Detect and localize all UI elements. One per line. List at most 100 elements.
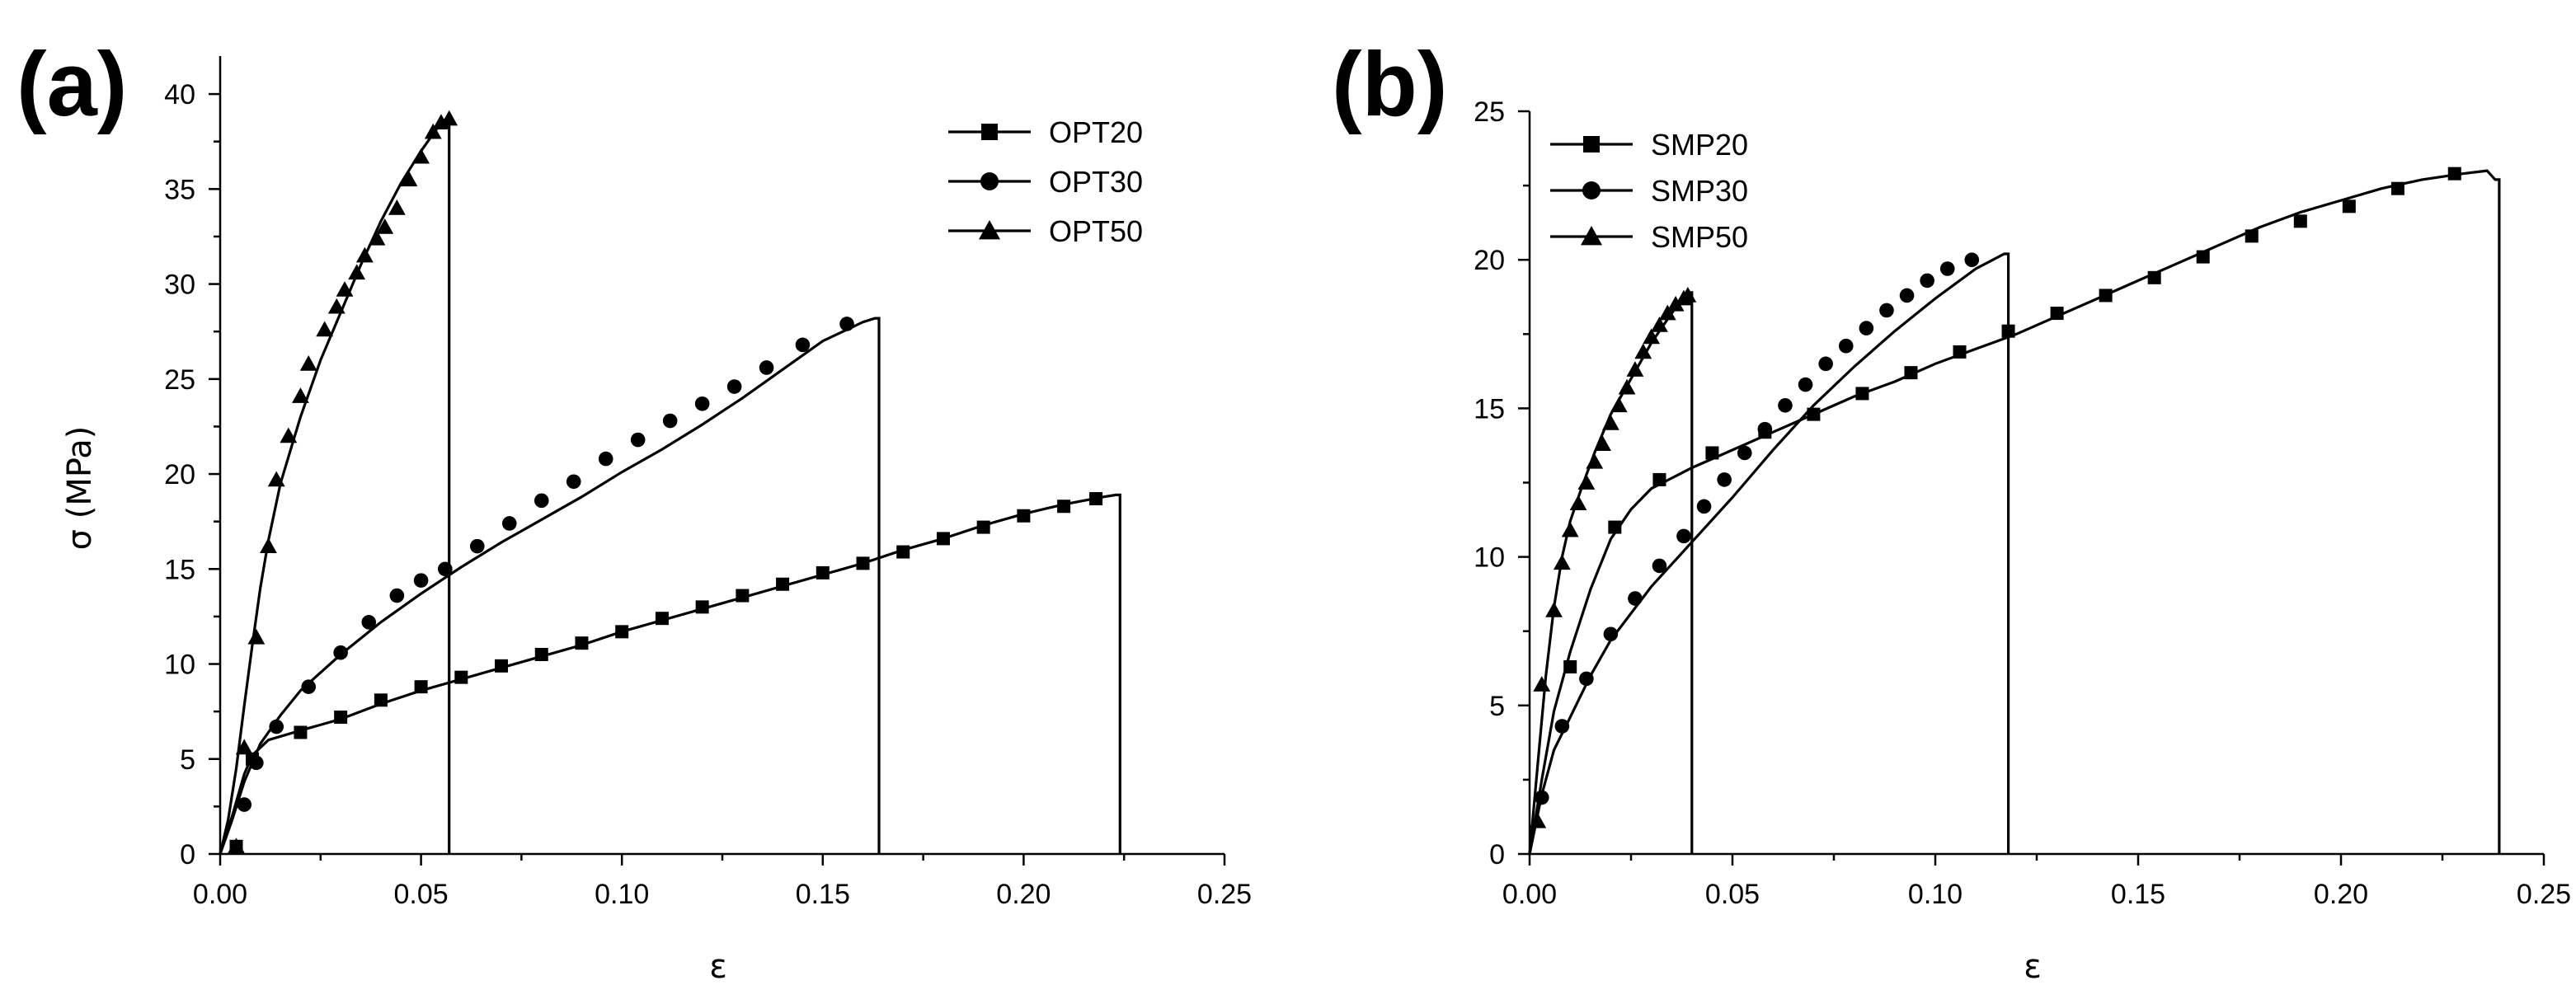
legend-label-opt20: OPT20 [1049,115,1143,149]
data-point [1610,396,1628,413]
data-point [1628,591,1643,606]
data-point [336,281,354,297]
data-point [294,725,308,739]
data-point [736,589,750,603]
data-point [2147,270,2161,284]
data-point [2342,199,2356,213]
data-point [1939,261,1955,276]
legend-label-opt30: OPT30 [1049,165,1143,199]
data-point [260,537,277,553]
data-point [2390,181,2404,195]
y-tick-label: 25 [1474,96,1505,128]
data-point [695,600,709,614]
data-point [1666,295,1685,312]
data-point [1757,421,1773,437]
legend-label-smp20: SMP20 [1651,128,1748,162]
data-point [1603,626,1619,642]
y-tick-label: 15 [164,554,195,585]
data-point [412,148,430,164]
x-tick-label: 0.10 [595,879,649,910]
data-point [1602,415,1619,430]
data-point [1533,676,1551,692]
data-point [1545,602,1563,617]
y-tick-label: 35 [164,174,195,205]
data-point [1554,719,1570,734]
y-tick-label: 10 [1474,542,1505,574]
data-point [1563,659,1577,673]
data-point [759,360,774,375]
data-point [334,711,348,725]
data-point [414,680,428,694]
x-tick-label: 0.15 [796,879,850,910]
y-tick-label: 5 [180,744,195,776]
series-opt30 [219,317,881,855]
data-point [1586,453,1604,469]
data-point [1920,273,1934,289]
data-point [316,321,334,337]
data-point [1855,387,1869,401]
data-point [976,520,990,534]
data-point [1579,671,1594,687]
series-opt50 [219,110,458,855]
data-point [376,218,394,234]
series-smp30 [1528,252,2010,855]
data-point [2245,229,2259,243]
data-point [327,298,346,314]
data-point [388,199,406,215]
data-point [2099,289,2113,303]
data-point [1798,377,1813,392]
x-tick-label: 0.25 [1197,879,1252,910]
data-point [1652,472,1666,486]
series-line-opt20 [219,493,1121,855]
y-tick-label: 10 [164,650,195,681]
y-tick-label: 5 [1489,691,1505,722]
data-point [1652,558,1667,574]
data-point [1953,345,1967,359]
data-point [534,493,549,509]
data-point [237,797,252,812]
legend-label-smp30: SMP30 [1651,174,1748,208]
data-point [1679,287,1697,303]
data-point [566,474,581,490]
legend: SMP20 SMP30 SMP50 [1550,128,1748,254]
data-point [795,337,811,353]
x-axis-title: ε [709,948,727,986]
panel-label-a: (a) [16,34,127,135]
data-point [598,451,613,467]
data-point [292,387,309,403]
data-point [1705,446,1719,460]
data-point [1778,397,1793,413]
series-line-smp20 [1528,169,2501,855]
series-smp20 [1528,167,2501,855]
data-point [1818,356,1833,372]
data-point [470,538,485,554]
data-point [1676,528,1691,544]
data-point [1717,472,1732,487]
series-line-smp30 [1528,252,2010,855]
panel-b: (b) 0.00 0.05 0.10 0.15 0.20 0.25 0 5 10 15 20 25 ε S… [1332,34,2571,986]
data-point [1696,499,1712,514]
data-point [1569,495,1587,511]
legend-marker [979,220,1000,240]
data-point [355,246,374,263]
data-point [1089,492,1103,506]
data-point [1634,343,1652,359]
panel-label-b: (b) [1332,34,1447,135]
data-point [301,679,316,694]
panel-a: (a) 0.00 0.05 0.10 0.15 0.20 0.25 0 5 10 15 20 25 30… [16,34,1252,986]
data-point [454,670,468,684]
data-point [1658,304,1676,321]
data-point [1626,361,1644,377]
data-point [495,659,509,673]
legend-marker [981,124,998,140]
legend-marker [1581,226,1602,246]
series-line-smp50 [1528,291,1694,855]
x-tick-label: 0.05 [1705,879,1760,910]
x-tick-label: 0.25 [2517,879,2571,910]
data-point [424,123,442,139]
data-point [1651,317,1668,332]
data-point [575,636,589,650]
data-point [534,648,548,661]
data-point [280,427,298,443]
